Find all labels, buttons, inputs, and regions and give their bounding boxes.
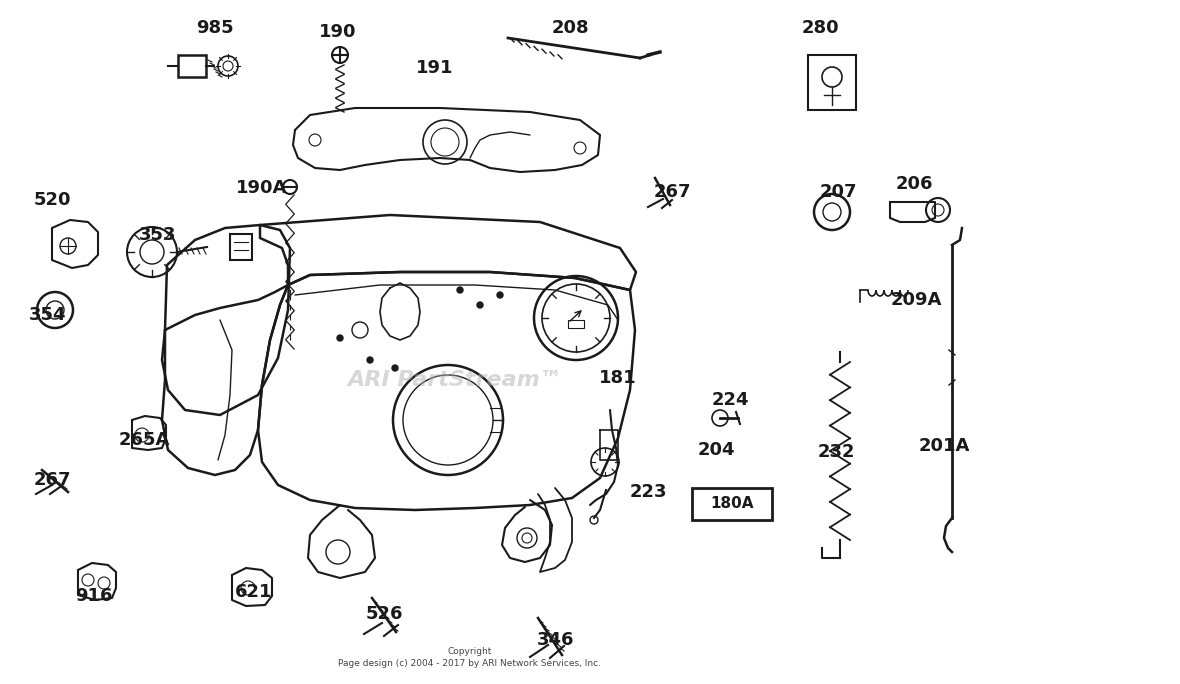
Text: 520: 520 bbox=[33, 191, 71, 209]
Text: Page design (c) 2004 - 2017 by ARI Network Services, Inc.: Page design (c) 2004 - 2017 by ARI Netwo… bbox=[339, 659, 602, 668]
Text: 354: 354 bbox=[30, 306, 67, 324]
Text: 346: 346 bbox=[537, 631, 575, 649]
Text: 353: 353 bbox=[139, 226, 177, 244]
Text: ARI PartStream™: ARI PartStream™ bbox=[347, 370, 563, 390]
Text: 280: 280 bbox=[801, 19, 839, 37]
Bar bbox=[568, 320, 584, 328]
Circle shape bbox=[457, 287, 463, 293]
Circle shape bbox=[367, 357, 373, 363]
Text: 916: 916 bbox=[76, 587, 113, 605]
Text: 191: 191 bbox=[417, 59, 454, 77]
Text: 201A: 201A bbox=[918, 437, 970, 455]
Circle shape bbox=[477, 302, 483, 308]
Text: 204: 204 bbox=[697, 441, 735, 459]
Text: 223: 223 bbox=[629, 483, 667, 501]
Text: 190: 190 bbox=[320, 23, 356, 41]
Text: 526: 526 bbox=[366, 605, 402, 623]
Text: 209A: 209A bbox=[891, 291, 942, 309]
Text: 985: 985 bbox=[196, 19, 234, 37]
Text: 267: 267 bbox=[654, 183, 690, 201]
Text: 208: 208 bbox=[551, 19, 589, 37]
Circle shape bbox=[392, 365, 398, 371]
Text: 206: 206 bbox=[896, 175, 932, 193]
Text: Copyright: Copyright bbox=[448, 648, 492, 657]
Text: 181: 181 bbox=[599, 369, 637, 387]
Bar bbox=[178, 55, 206, 77]
Circle shape bbox=[497, 292, 503, 298]
Bar bbox=[808, 55, 856, 110]
Text: 207: 207 bbox=[819, 183, 857, 201]
Text: 265A: 265A bbox=[118, 431, 170, 449]
Text: 190A: 190A bbox=[236, 179, 288, 197]
Text: 621: 621 bbox=[235, 583, 273, 601]
Bar bbox=[230, 234, 253, 260]
Circle shape bbox=[337, 335, 343, 341]
Text: 267: 267 bbox=[33, 471, 71, 489]
Bar bbox=[691, 488, 772, 520]
Text: 232: 232 bbox=[818, 443, 854, 461]
Text: 180A: 180A bbox=[710, 497, 754, 512]
Text: 224: 224 bbox=[712, 391, 749, 409]
